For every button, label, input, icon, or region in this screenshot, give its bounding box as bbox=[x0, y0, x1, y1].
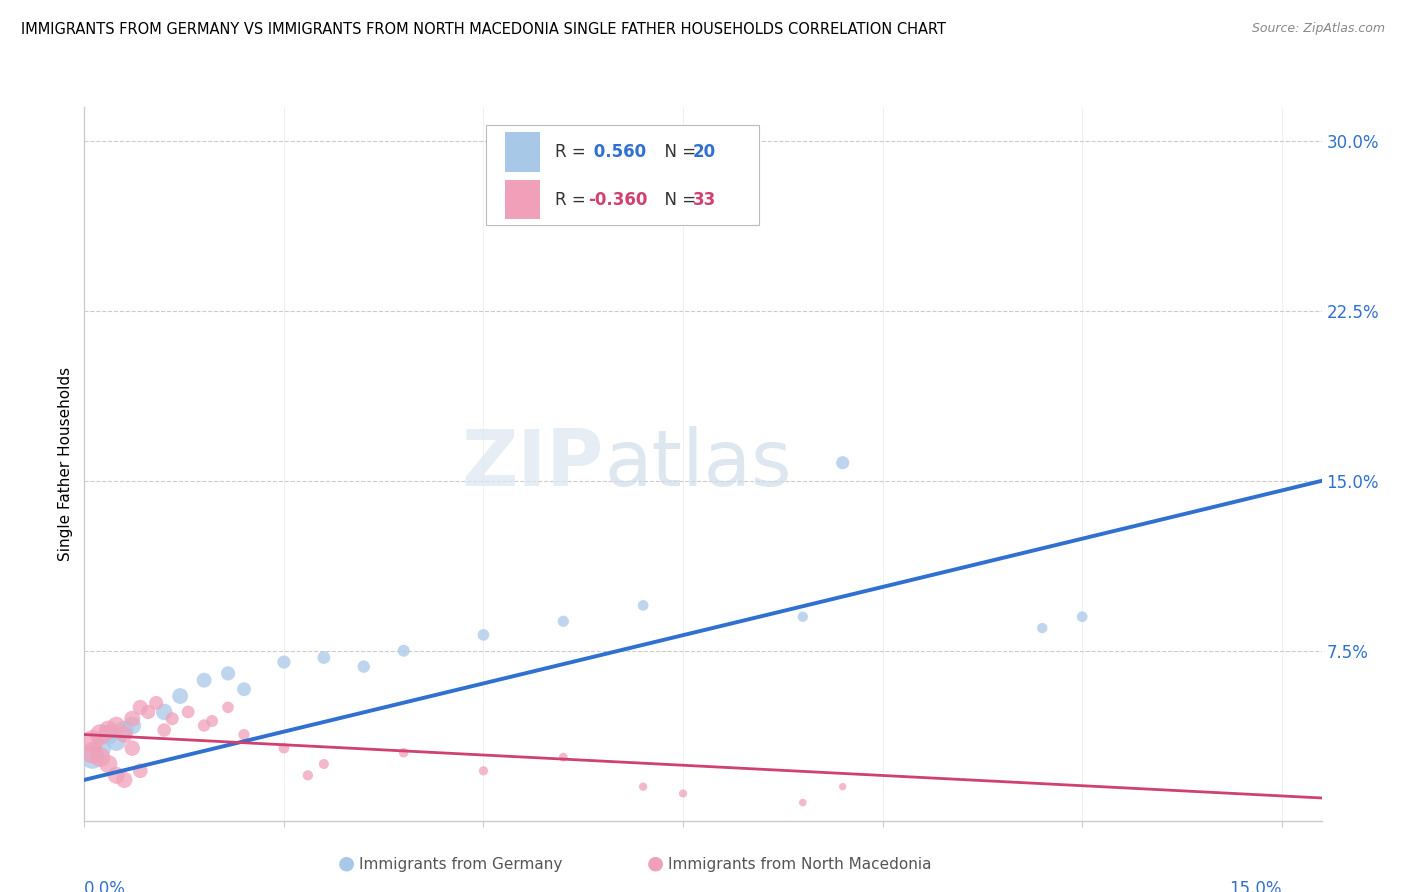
Point bbox=[217, 666, 239, 681]
FancyBboxPatch shape bbox=[486, 125, 759, 225]
Text: -0.360: -0.360 bbox=[588, 191, 647, 209]
Point bbox=[129, 700, 152, 714]
Point bbox=[129, 764, 152, 778]
Point bbox=[89, 741, 111, 756]
Point bbox=[631, 780, 654, 794]
Point bbox=[82, 750, 104, 764]
Text: atlas: atlas bbox=[605, 425, 792, 502]
Point bbox=[392, 746, 415, 760]
Point bbox=[672, 787, 695, 801]
Point bbox=[831, 456, 853, 470]
Point bbox=[105, 768, 128, 782]
Text: 20: 20 bbox=[693, 143, 716, 161]
Text: Source: ZipAtlas.com: Source: ZipAtlas.com bbox=[1251, 22, 1385, 36]
Point bbox=[82, 734, 104, 748]
Point bbox=[121, 712, 143, 726]
Point bbox=[201, 714, 224, 728]
Point bbox=[153, 705, 176, 719]
Text: Immigrants from North Macedonia: Immigrants from North Macedonia bbox=[668, 857, 931, 872]
Point bbox=[82, 746, 104, 760]
Y-axis label: Single Father Households: Single Father Households bbox=[58, 367, 73, 561]
Point bbox=[112, 772, 135, 787]
Point bbox=[353, 659, 375, 673]
Point bbox=[112, 723, 135, 737]
Text: 0.0%: 0.0% bbox=[84, 880, 127, 892]
Point bbox=[1031, 621, 1053, 635]
Text: 15.0%: 15.0% bbox=[1229, 880, 1282, 892]
Text: ●: ● bbox=[647, 854, 664, 872]
Text: ZIP: ZIP bbox=[461, 425, 605, 502]
Bar bbox=[505, 180, 540, 219]
Text: 33: 33 bbox=[693, 191, 716, 209]
Point bbox=[121, 741, 143, 756]
Text: R =: R = bbox=[554, 191, 591, 209]
Text: 0.560: 0.560 bbox=[588, 143, 647, 161]
Point bbox=[392, 644, 415, 658]
Text: IMMIGRANTS FROM GERMANY VS IMMIGRANTS FROM NORTH MACEDONIA SINGLE FATHER HOUSEHO: IMMIGRANTS FROM GERMANY VS IMMIGRANTS FR… bbox=[21, 22, 946, 37]
Point bbox=[792, 609, 814, 624]
Point bbox=[233, 727, 256, 741]
Point bbox=[145, 696, 167, 710]
Point bbox=[112, 727, 135, 741]
Point bbox=[672, 206, 695, 220]
Text: Immigrants from Germany: Immigrants from Germany bbox=[359, 857, 562, 872]
Point bbox=[121, 718, 143, 732]
Point bbox=[97, 757, 120, 772]
Point bbox=[136, 705, 159, 719]
Point bbox=[169, 689, 191, 703]
Point bbox=[273, 741, 295, 756]
Point bbox=[831, 780, 853, 794]
Point bbox=[297, 768, 319, 782]
Point bbox=[105, 734, 128, 748]
Point bbox=[553, 750, 575, 764]
Point bbox=[233, 682, 256, 697]
Text: N =: N = bbox=[654, 143, 700, 161]
Text: R =: R = bbox=[554, 143, 591, 161]
Point bbox=[472, 628, 495, 642]
Point bbox=[97, 727, 120, 741]
Point bbox=[217, 700, 239, 714]
Point bbox=[312, 757, 335, 772]
Point bbox=[160, 712, 183, 726]
Point bbox=[312, 650, 335, 665]
Point bbox=[193, 673, 215, 688]
Point bbox=[792, 796, 814, 810]
Point bbox=[1071, 609, 1094, 624]
Point bbox=[553, 615, 575, 629]
Point bbox=[177, 705, 200, 719]
Point bbox=[97, 723, 120, 737]
Bar bbox=[505, 132, 540, 171]
Point bbox=[193, 718, 215, 732]
Point bbox=[153, 723, 176, 737]
Text: ●: ● bbox=[337, 854, 354, 872]
Point bbox=[472, 764, 495, 778]
Point bbox=[89, 727, 111, 741]
Point bbox=[273, 655, 295, 669]
Point bbox=[89, 750, 111, 764]
Text: N =: N = bbox=[654, 191, 700, 209]
Point bbox=[105, 718, 128, 732]
Point bbox=[631, 599, 654, 613]
